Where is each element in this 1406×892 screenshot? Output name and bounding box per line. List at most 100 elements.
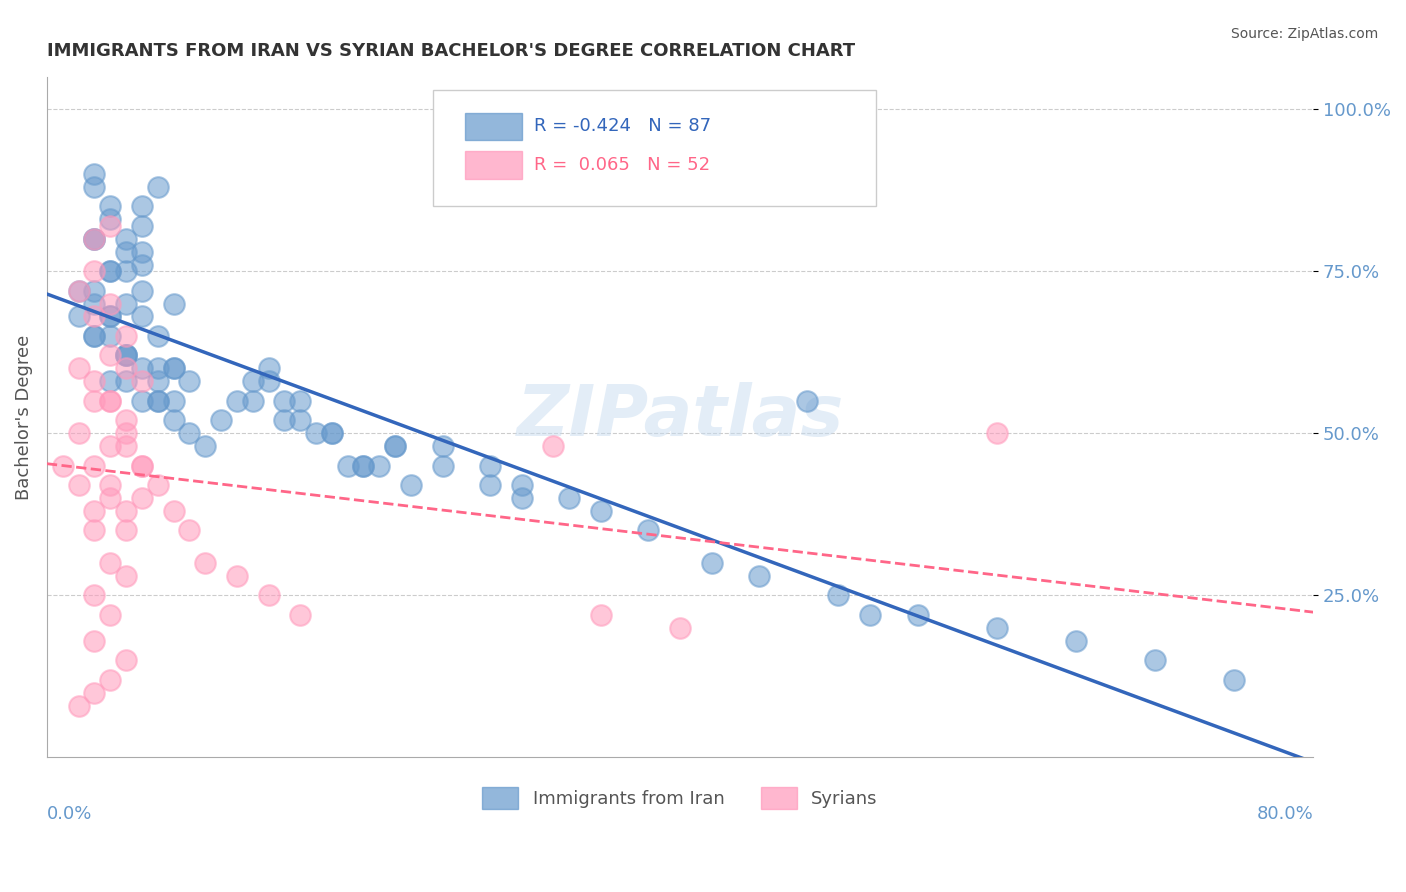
Point xyxy=(98,607,121,622)
Point xyxy=(257,588,280,602)
Point xyxy=(1143,653,1166,667)
Point xyxy=(83,393,105,408)
Point xyxy=(115,348,138,362)
Point xyxy=(83,264,105,278)
Point xyxy=(98,212,121,227)
Point xyxy=(98,264,121,278)
Point xyxy=(98,375,121,389)
Point xyxy=(83,296,105,310)
Point xyxy=(98,296,121,310)
Point xyxy=(510,491,533,505)
Point xyxy=(83,284,105,298)
Point xyxy=(98,329,121,343)
Point xyxy=(305,426,328,441)
Point xyxy=(162,393,184,408)
Text: ZIPatlas: ZIPatlas xyxy=(516,383,844,451)
Point xyxy=(98,393,121,408)
Point xyxy=(146,179,169,194)
Point xyxy=(83,310,105,324)
Point xyxy=(384,439,406,453)
Point xyxy=(67,284,90,298)
Text: 80.0%: 80.0% xyxy=(1257,805,1313,823)
Point xyxy=(98,393,121,408)
Point xyxy=(257,375,280,389)
Point xyxy=(83,232,105,246)
Text: R =  0.065   N = 52: R = 0.065 N = 52 xyxy=(534,156,710,174)
Point xyxy=(67,310,90,324)
Point xyxy=(194,439,217,453)
Point xyxy=(179,375,201,389)
Point xyxy=(589,607,612,622)
Point xyxy=(115,426,138,441)
Point xyxy=(115,348,138,362)
Point xyxy=(353,458,375,473)
Point xyxy=(98,264,121,278)
Point xyxy=(700,556,723,570)
Point xyxy=(146,393,169,408)
Point xyxy=(907,607,929,622)
Text: 0.0%: 0.0% xyxy=(46,805,93,823)
Point xyxy=(98,556,121,570)
Point xyxy=(98,219,121,233)
Point xyxy=(98,478,121,492)
Point xyxy=(131,458,153,473)
Point xyxy=(859,607,882,622)
Y-axis label: Bachelor's Degree: Bachelor's Degree xyxy=(15,334,32,500)
Point xyxy=(67,698,90,713)
Point xyxy=(796,393,818,408)
FancyBboxPatch shape xyxy=(433,90,876,206)
Point xyxy=(131,491,153,505)
Point xyxy=(115,232,138,246)
Point xyxy=(242,393,264,408)
Point xyxy=(98,348,121,362)
Point xyxy=(146,329,169,343)
Point xyxy=(83,375,105,389)
Point xyxy=(83,179,105,194)
Point xyxy=(146,478,169,492)
Point xyxy=(432,458,454,473)
Point xyxy=(146,361,169,376)
Point xyxy=(131,310,153,324)
Point xyxy=(257,361,280,376)
Point xyxy=(479,458,502,473)
Text: R = -0.424   N = 87: R = -0.424 N = 87 xyxy=(534,117,711,136)
Point xyxy=(353,458,375,473)
Point xyxy=(98,491,121,505)
Point xyxy=(146,393,169,408)
Point xyxy=(1223,673,1246,687)
Point xyxy=(115,439,138,453)
Point xyxy=(131,244,153,259)
Point xyxy=(336,458,359,473)
Point xyxy=(1064,633,1087,648)
Point xyxy=(131,393,153,408)
Point xyxy=(558,491,581,505)
Point xyxy=(98,439,121,453)
Point xyxy=(115,524,138,538)
Point xyxy=(432,439,454,453)
Text: Source: ZipAtlas.com: Source: ZipAtlas.com xyxy=(1230,27,1378,41)
Point xyxy=(543,439,565,453)
Point xyxy=(146,375,169,389)
Point xyxy=(288,413,311,427)
Point xyxy=(115,653,138,667)
Point xyxy=(115,361,138,376)
Point xyxy=(83,232,105,246)
Point xyxy=(827,588,849,602)
Point xyxy=(273,393,295,408)
Point xyxy=(225,393,247,408)
Point xyxy=(179,426,201,441)
Point xyxy=(52,458,75,473)
Point xyxy=(748,569,770,583)
Point xyxy=(321,426,343,441)
Point xyxy=(115,375,138,389)
Point xyxy=(131,284,153,298)
Point xyxy=(131,361,153,376)
Point xyxy=(67,426,90,441)
Point xyxy=(67,361,90,376)
Point xyxy=(83,167,105,181)
Point xyxy=(83,524,105,538)
Point xyxy=(115,296,138,310)
Point xyxy=(225,569,247,583)
Point xyxy=(162,504,184,518)
Point xyxy=(67,284,90,298)
